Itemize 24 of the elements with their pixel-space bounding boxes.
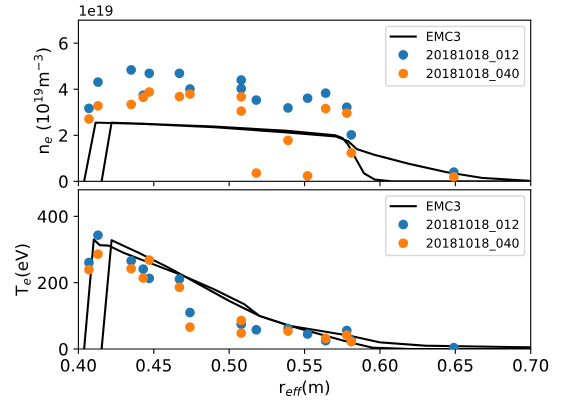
legend-label: 20181018_040: [426, 238, 519, 251]
x-axis-title: r$_{eff}$(m): [280, 380, 330, 396]
text: 1e19: [80, 5, 112, 16]
y-tick-label: 200: [38, 276, 68, 290]
y-tick-label: 0: [59, 175, 68, 188]
x-tick-label: 0.40: [60, 359, 96, 372]
x-tick-label: 0.60: [362, 359, 398, 372]
legend-label: 20181018_012: [426, 50, 518, 62]
x-tick-label: 0.70: [513, 359, 548, 372]
x-tick-label: 0.45: [136, 359, 171, 372]
x-tick-label: 0.65: [438, 359, 472, 372]
y-tick-label: 0: [59, 342, 68, 356]
legend-label: EMC3: [426, 32, 460, 42]
y-tick-label: 6: [59, 37, 68, 50]
legend-label: 20181018_012: [426, 220, 518, 232]
x-tick-label: 0.50: [212, 359, 247, 372]
y-tick-label: 4: [58, 83, 68, 96]
x-tick-label: 0.55: [287, 359, 322, 372]
legend-label: EMC3: [426, 201, 460, 211]
y-axis-title: n$_{e}$ (10$^{19}$m$^{−3}$): [34, 48, 52, 153]
y-axis-title: T$_{e}$(eV): [15, 244, 31, 296]
legend-label: 20181018_040: [426, 68, 519, 81]
y-tick-label: 2: [59, 129, 68, 142]
y-tick-label: 400: [38, 210, 68, 223]
